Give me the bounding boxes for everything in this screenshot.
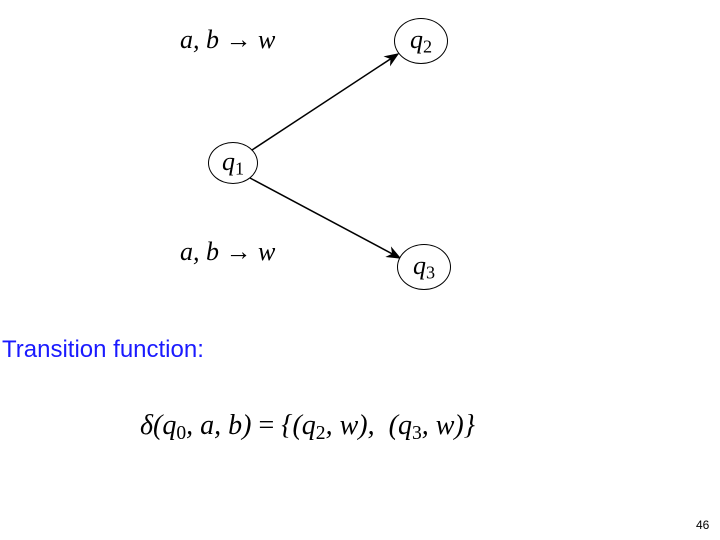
page-number: 46: [696, 518, 709, 532]
edge-label-1: a, b → w: [180, 237, 275, 267]
node-q1-sub: 1: [235, 158, 244, 178]
caption-transition-function: Transition function:: [2, 336, 204, 364]
node-q1-var: q: [222, 147, 235, 176]
transition-formula: δ(q0, a, b) = {(q2, w), (q3, w)}: [140, 410, 475, 445]
node-q2-label: q2: [410, 27, 432, 56]
node-q3-label: q3: [413, 253, 435, 282]
edge-label-0: a, b → w: [180, 25, 275, 55]
slide-stage: q1 q2 q3 a, b → w a, b → w Transition fu…: [0, 0, 720, 540]
node-q3: q3: [397, 244, 451, 290]
node-q2-var: q: [410, 25, 423, 54]
edge-layer: [0, 0, 720, 540]
node-q1: q1: [208, 142, 258, 184]
formula-delta: δ: [140, 410, 153, 441]
node-q3-var: q: [413, 251, 426, 280]
node-q1-label: q1: [222, 149, 244, 178]
edge-q1-q2: [252, 54, 398, 150]
node-q2: q2: [394, 18, 448, 64]
node-q3-sub: 3: [426, 262, 435, 282]
formula-q0: q0: [162, 410, 186, 441]
node-q2-sub: 2: [423, 36, 432, 56]
